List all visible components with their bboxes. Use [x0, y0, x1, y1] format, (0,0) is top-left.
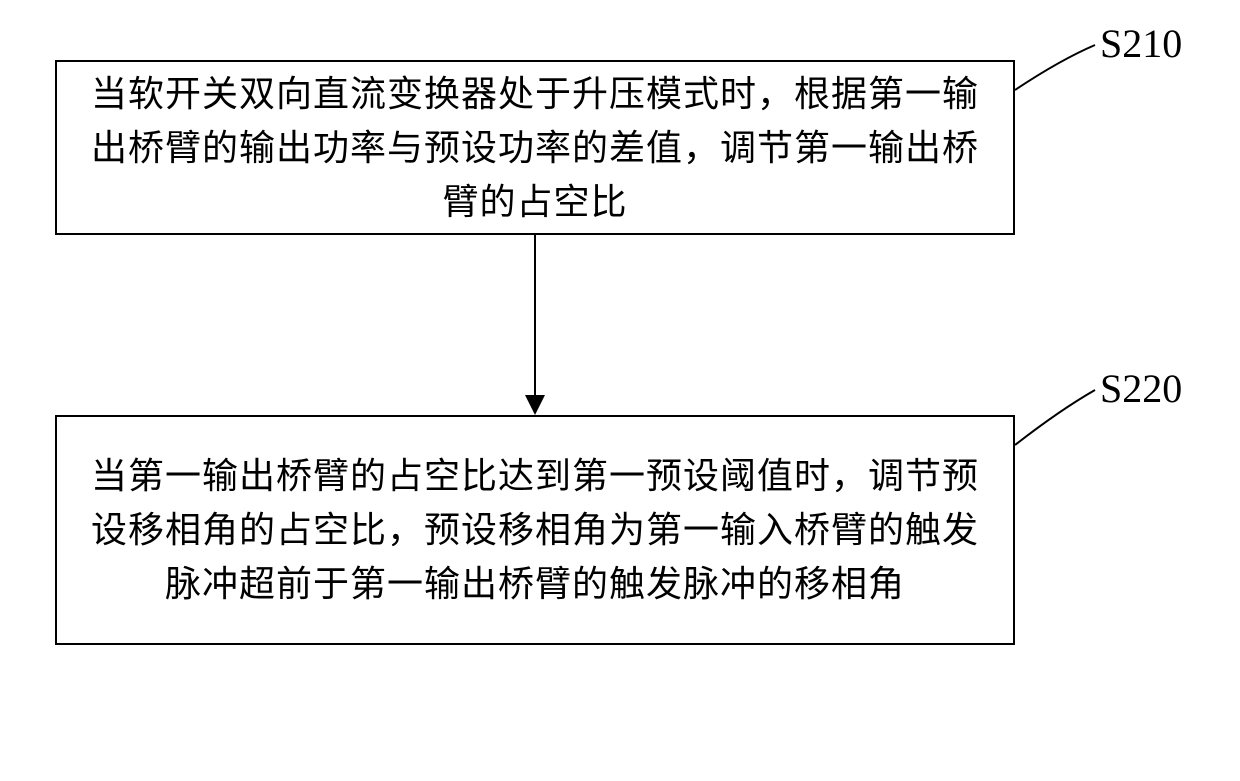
flow-step-1: 当软开关双向直流变换器处于升压模式时，根据第一输出桥臂的输出功率与预设功率的差值… [55, 60, 1015, 235]
step-2-text: 当第一输出桥臂的占空比达到第一预设阈值时，调节预设移相角的占空比，预设移相角为第… [77, 449, 993, 611]
flow-step-2: 当第一输出桥臂的占空比达到第一预设阈值时，调节预设移相角的占空比，预设移相角为第… [55, 415, 1015, 645]
step-2-label: S220 [1100, 365, 1182, 412]
flowchart-container: 当软开关双向直流变换器处于升压模式时，根据第一输出桥臂的输出功率与预设功率的差值… [0, 0, 1240, 781]
step-1-text: 当软开关双向直流变换器处于升压模式时，根据第一输出桥臂的输出功率与预设功率的差值… [77, 67, 993, 229]
step-1-label: S210 [1100, 20, 1182, 67]
